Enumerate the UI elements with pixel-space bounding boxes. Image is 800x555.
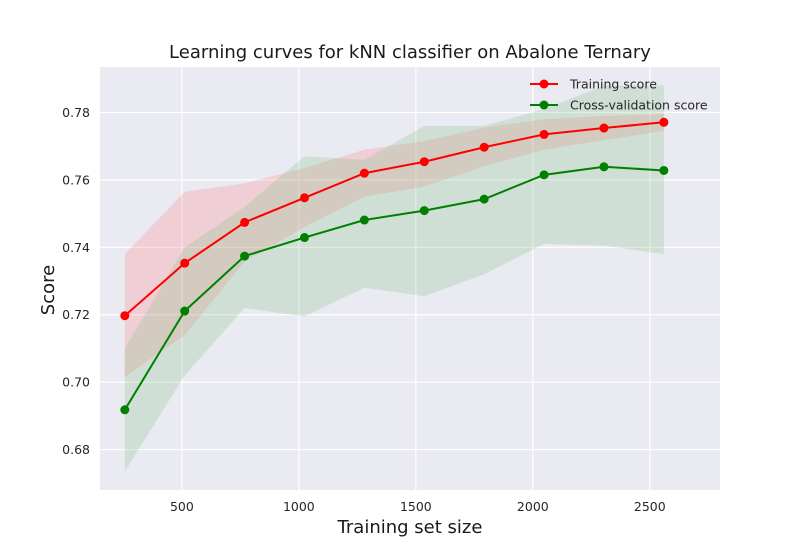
cv-score-band [124,85,664,472]
training-score-point [359,168,369,178]
legend-label-training: Training score [569,77,657,92]
y-tick-label: 0.78 [62,105,90,120]
training-score-point [180,258,190,268]
cv-score-line [123,165,664,411]
x-tick-label: 500 [170,499,194,514]
y-tick-label: 0.68 [62,442,90,457]
x-tick-label: 2500 [634,499,666,514]
legend-label-cv: Cross-validation score [570,98,708,113]
x-tick-label: 1500 [400,499,432,514]
plot-area [100,67,720,490]
cv-score-point [599,162,609,172]
training-score-point [479,142,489,152]
training-score-point [419,157,429,167]
cv-score-point [659,165,669,175]
cv-score-point [539,170,549,180]
y-tick-label: 0.76 [62,172,90,187]
cv-score-point [479,194,489,204]
cv-score-point [359,215,369,225]
series-lines [123,121,664,411]
training-score-point [599,123,609,133]
y-axis-label: Score [38,265,59,315]
training-score-band [124,114,664,378]
grid [100,67,720,490]
y-tick-label: 0.70 [62,375,90,390]
training-score-point [299,193,309,203]
x-axis-label: Training set size [337,517,483,538]
y-tick-label: 0.74 [62,240,90,255]
training-score-point [659,117,669,127]
legend-marker [539,79,549,89]
series-markers [120,117,669,415]
cv-score-point [419,206,429,216]
confidence-bands [124,85,664,472]
cv-score-point [240,251,250,261]
cv-score-point [299,233,309,243]
training-score-point [539,129,549,139]
y-tick-labels: 0.68 0.70 0.72 0.74 0.76 0.78 [62,105,90,457]
x-tick-label: 1000 [283,499,315,514]
chart-title: Learning curves for kNN classifier on Ab… [169,42,651,63]
training-score-line [124,121,664,317]
training-score-point [120,311,130,321]
x-tick-labels: 500 1000 1500 2000 2500 [170,499,666,514]
cv-score-point [120,405,130,415]
training-score-point [240,217,250,227]
legend: Training score Cross-validation score [530,77,708,113]
y-tick-label: 0.72 [62,307,90,322]
legend-marker [539,100,549,110]
cv-score-point [180,306,190,316]
x-tick-label: 2000 [517,499,549,514]
